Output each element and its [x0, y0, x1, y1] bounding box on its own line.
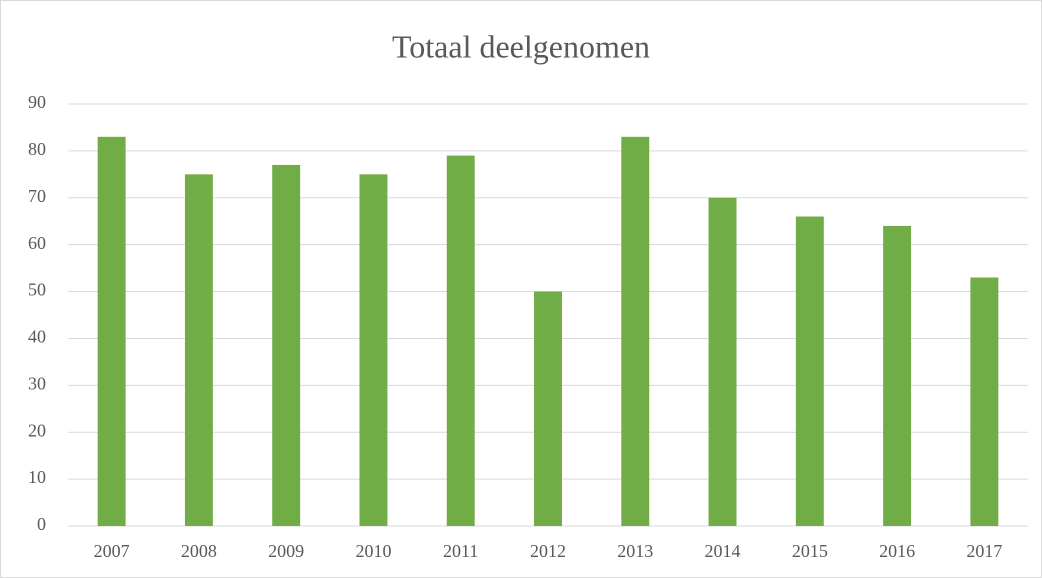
- y-tick-label: 40: [28, 327, 46, 347]
- x-tick-label: 2011: [443, 541, 478, 561]
- bar: [97, 136, 126, 527]
- chart-title: Totaal deelgenomen: [392, 28, 650, 64]
- x-tick-label: 2007: [94, 541, 130, 561]
- y-tick-label: 60: [28, 233, 46, 253]
- bar: [272, 164, 301, 526]
- bar: [184, 174, 213, 527]
- y-tick-label: 80: [28, 139, 46, 159]
- x-tick-label: 2016: [879, 541, 915, 561]
- y-tick-label: 0: [37, 514, 46, 534]
- x-tick-label: 2017: [966, 541, 1002, 561]
- bar: [708, 197, 737, 526]
- bar: [621, 136, 650, 527]
- bar: [446, 155, 475, 527]
- bar: [534, 291, 562, 526]
- x-tick-label: 2014: [705, 541, 741, 561]
- y-tick-label: 10: [28, 467, 46, 487]
- y-tick-label: 30: [28, 373, 46, 393]
- x-tick-label: 2015: [792, 541, 828, 561]
- x-tick-label: 2012: [530, 541, 566, 561]
- y-tick-label: 90: [28, 92, 46, 112]
- x-tick-label: 2010: [355, 541, 391, 561]
- bar: [359, 174, 388, 527]
- y-tick-label: 50: [28, 280, 46, 300]
- y-tick-label: 70: [28, 186, 46, 206]
- bar: [795, 216, 824, 527]
- x-tick-label: 2013: [617, 541, 653, 561]
- bar: [970, 277, 999, 526]
- y-tick-label: 20: [28, 420, 46, 440]
- bar: [883, 225, 912, 526]
- x-tick-label: 2009: [268, 541, 304, 561]
- x-tick-label: 2008: [181, 541, 217, 561]
